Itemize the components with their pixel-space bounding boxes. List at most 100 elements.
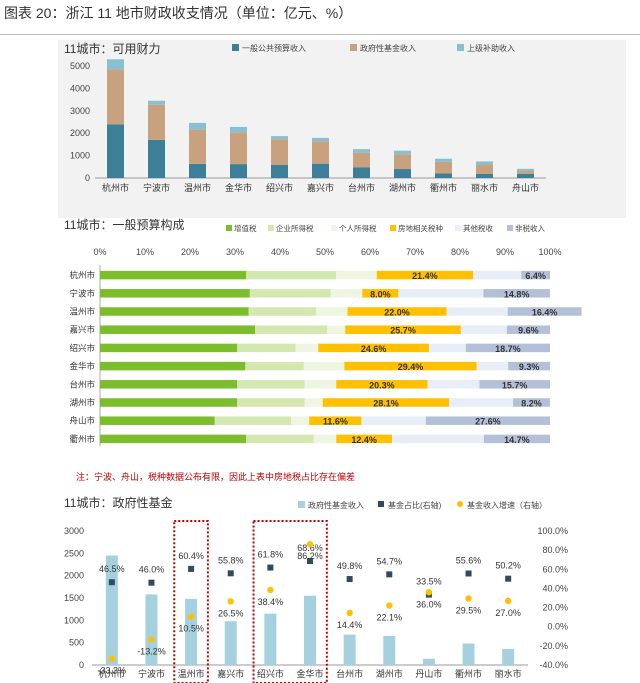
bar-segment	[449, 398, 514, 407]
bar-segment	[107, 69, 124, 125]
bar-segment	[255, 325, 328, 334]
x-tick-label: 杭州市	[102, 182, 129, 193]
share-marker	[108, 579, 115, 586]
chart-available-revenue: 11城市：可用财力 一般公共预算收入 政府性基金收入 上级补助收入 0 1000 2000 3…	[58, 40, 626, 218]
bar-segment	[148, 104, 165, 140]
growth-marker	[148, 636, 155, 643]
growth-label: 22.1%	[377, 613, 403, 623]
y-tick-label: 2500	[64, 548, 84, 558]
legend-swatch	[268, 225, 274, 231]
bar-segment	[189, 129, 206, 164]
share-marker	[346, 576, 353, 583]
legend-label: 增值税	[234, 223, 257, 233]
bar-segment	[107, 59, 124, 70]
growth-label: 10.5%	[178, 624, 204, 634]
data-label: 12.4%	[351, 435, 377, 445]
bar-segment	[517, 173, 534, 178]
data-label: 29.4%	[398, 362, 424, 372]
bar-segment	[189, 163, 206, 178]
legend-label: 政府性基金收入	[308, 500, 364, 510]
bar-segment	[507, 307, 582, 316]
y-tick-label: 杭州市	[69, 270, 95, 280]
legend-label: 房地相关税种	[398, 223, 443, 233]
share-marker	[267, 564, 274, 571]
x-tick-label: 宁波市	[143, 182, 170, 193]
x-tick-label: 台州市	[336, 668, 363, 679]
bar-segment	[309, 416, 362, 425]
bar-segment	[353, 149, 370, 153]
bar-segment	[508, 361, 550, 371]
bar-segment	[271, 136, 288, 140]
x-tick-label: 30%	[226, 247, 244, 257]
bar-segment	[398, 289, 484, 298]
y-tick-label: 3000	[64, 526, 84, 536]
bar-segment	[435, 173, 452, 178]
bar-segment	[189, 122, 206, 130]
bar-segment	[291, 416, 310, 425]
y-tick-label: 绍兴市	[69, 343, 95, 353]
bar-segment	[446, 307, 508, 316]
bar-segment	[347, 307, 447, 316]
x-tick-label: 金华市	[296, 668, 323, 679]
share-label: 46.0%	[139, 565, 165, 575]
y2-tick-label: -20.0%	[539, 641, 568, 651]
bar-segment	[473, 270, 522, 280]
bar-segment	[513, 398, 550, 407]
bar-segment	[304, 398, 323, 407]
bar-segment	[506, 325, 550, 334]
bar-segment	[100, 434, 247, 444]
x-tick-label: 绍兴市	[257, 668, 284, 679]
bar-segment	[148, 139, 165, 178]
share-marker	[307, 558, 313, 565]
bar-segment	[362, 289, 399, 298]
data-label: 9.3%	[519, 362, 540, 372]
bar-segment	[100, 416, 215, 425]
y-tick-label: 宁波市	[69, 288, 95, 298]
growth-label: 26.5%	[218, 608, 244, 618]
x-tick-label: 丽水市	[495, 668, 522, 679]
bar-segment	[249, 289, 331, 298]
bar-segment	[313, 434, 337, 444]
y2-tick-label: -40.0%	[539, 660, 568, 670]
bar-segment	[427, 380, 480, 389]
data-label: 9.6%	[518, 326, 539, 336]
chart-note: 注：宁波、舟山，税种数据公布有限，因此上表中房地税占比存在偏差	[76, 472, 356, 482]
x-tick-label: 舟山市	[512, 182, 539, 193]
bar-segment	[517, 168, 534, 171]
share-marker	[386, 571, 393, 578]
data-label: 20.3%	[369, 380, 395, 390]
legend-label: 企业所得税	[276, 223, 314, 233]
y2-tick-label: 0.0%	[547, 622, 568, 632]
legend-label: 其他税收	[463, 223, 493, 233]
bar-segment	[148, 100, 165, 105]
figure-title: 图表 20：浙江 11 地市财政收支情况（单位：亿元、%）	[4, 5, 353, 21]
x-tick-label: 嘉兴市	[217, 668, 244, 679]
y2-tick-label: 80.0%	[542, 545, 568, 555]
legend-label: 政府性基金收入	[360, 43, 416, 53]
bar-segment	[476, 161, 493, 165]
legend-label: 基金占比(右轴)	[388, 500, 442, 510]
legend-label: 个人所得税	[339, 223, 377, 233]
bar-segment	[460, 325, 507, 334]
x-tick-label: 90%	[496, 247, 514, 257]
bar-segment	[312, 137, 329, 142]
share-marker	[227, 570, 234, 577]
bar-segment	[271, 165, 288, 178]
bar-segment	[230, 164, 247, 178]
bar-segment	[521, 270, 550, 280]
y-tick-label: 500	[69, 638, 84, 648]
bar-segment	[312, 163, 329, 178]
fund-bar	[224, 621, 237, 665]
fund-bar	[264, 613, 277, 665]
data-label: 6.4%	[525, 271, 546, 281]
growth-label: 29.5%	[456, 605, 482, 615]
share-marker	[148, 579, 155, 586]
x-tick-label: 杭州市	[98, 668, 125, 679]
bar-segment	[353, 167, 370, 178]
y-tick-label: 舟山市	[69, 416, 95, 426]
x-tick-label: 0%	[93, 247, 106, 257]
chart-budget-composition: 11城市：一般预算构成 增值税 企业所得税 个人所得税 房地相关税种 其他税收 非税收入 0%…	[64, 217, 582, 446]
x-tick-label: 衢州市	[455, 668, 482, 679]
bar-segment	[394, 154, 411, 170]
data-label: 25.7%	[390, 326, 416, 336]
